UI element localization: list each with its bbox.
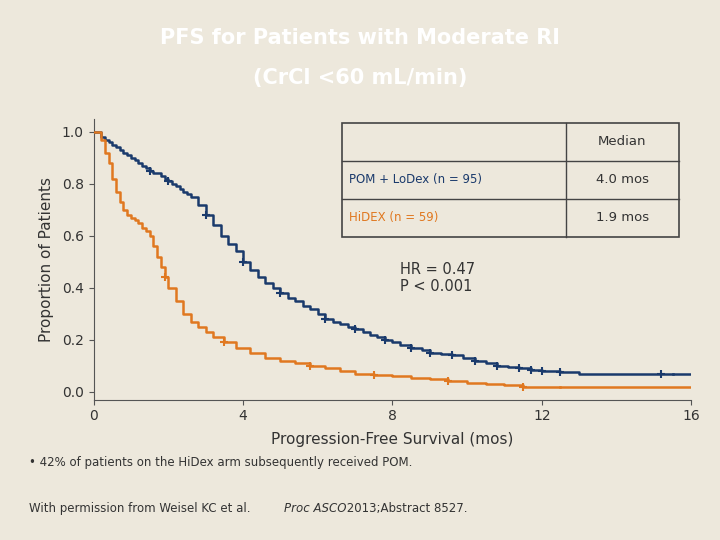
Bar (341, 123, 679, 237)
Text: POM + LoDex (n = 95): POM + LoDex (n = 95) (348, 173, 482, 186)
Text: • 42% of patients on the HiDex arm subsequently received POM.: • 42% of patients on the HiDex arm subse… (29, 456, 412, 469)
Y-axis label: Proportion of Patients: Proportion of Patients (39, 177, 53, 342)
Text: 4.0 mos: 4.0 mos (596, 173, 649, 186)
Text: With permission from Weisel KC et al.: With permission from Weisel KC et al. (29, 502, 254, 515)
Text: HR = 0.47
P < 0.001: HR = 0.47 P < 0.001 (400, 262, 475, 294)
Text: Proc ASCO: Proc ASCO (284, 502, 347, 515)
Text: 2013;Abstract 8527.: 2013;Abstract 8527. (343, 502, 468, 515)
Text: Median: Median (598, 136, 647, 148)
Text: HiDEX (n = 59): HiDEX (n = 59) (348, 211, 438, 224)
Text: PFS for Patients with Moderate RI: PFS for Patients with Moderate RI (160, 28, 560, 48)
Text: (CrCl <60 mL/min): (CrCl <60 mL/min) (253, 68, 467, 88)
Text: 1.9 mos: 1.9 mos (596, 211, 649, 224)
X-axis label: Progression-Free Survival (mos): Progression-Free Survival (mos) (271, 431, 513, 447)
